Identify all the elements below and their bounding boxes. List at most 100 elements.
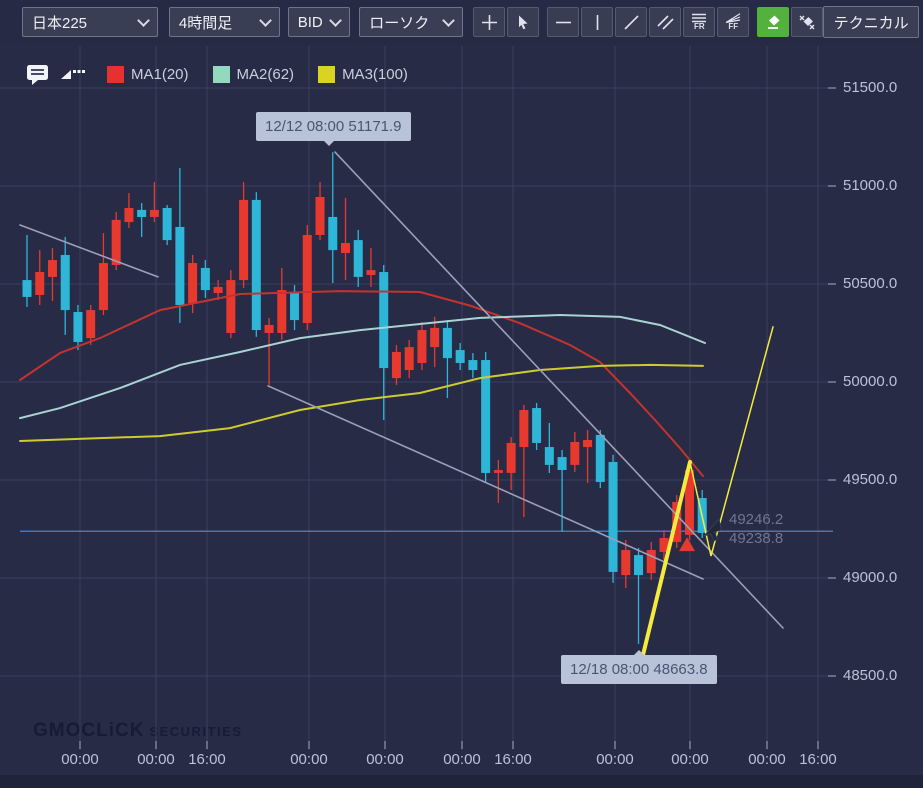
horizontal-line-tool-button[interactable]: [547, 7, 580, 37]
candle-down: [634, 555, 644, 576]
chart-style-select[interactable]: ローソク: [359, 7, 464, 37]
erase-all-tool-button[interactable]: [791, 7, 824, 37]
time-axis-label: 16:00: [494, 751, 532, 768]
time-axis-label: 16:00: [188, 751, 226, 768]
legend-swatch-icon: [318, 65, 336, 83]
timeframe-select[interactable]: 4時間足: [168, 7, 280, 37]
candle-up: [213, 286, 223, 294]
symbol-select[interactable]: 日本225: [22, 7, 158, 37]
drawn-line-2: [689, 326, 774, 557]
legend-item: MA2(62): [212, 65, 295, 83]
low-point-tooltip[interactable]: 12/18 08:00 48663.8: [561, 650, 717, 684]
cursor-icon: [519, 15, 528, 30]
high-point-tooltip[interactable]: 12/12 08:00 51171.9: [256, 112, 411, 146]
legend-label: MA3(100): [342, 65, 408, 83]
gridlines: [0, 46, 836, 750]
bid-price-marker: 49238.8: [729, 530, 784, 547]
legend-item: MA1(20): [107, 65, 189, 83]
time-axis-label: 00:00: [137, 751, 175, 768]
candle-up: [149, 209, 159, 217]
ma-line-3: [19, 363, 704, 442]
ma-line-1: [19, 290, 704, 478]
candle-down: [544, 447, 554, 465]
legend-swatch-icon: [212, 65, 230, 83]
time-axis-label: 00:00: [290, 751, 328, 768]
ma-line-2: [19, 313, 706, 420]
parallel-lines-icon: [657, 14, 674, 30]
candle-up: [264, 324, 274, 333]
time-axis-label: 00:00: [748, 751, 786, 768]
ask-price-marker: 49246.2: [729, 511, 784, 528]
candle-up: [493, 470, 503, 473]
crosshair-tool-button[interactable]: [473, 7, 506, 37]
fibonacci-retracement-tool-button[interactable]: FR: [683, 7, 716, 37]
parallel-lines-tool-button[interactable]: [649, 7, 682, 37]
candle-down: [532, 408, 542, 443]
technical-button-label: テクニカル: [833, 14, 909, 32]
candle-up: [111, 219, 121, 265]
price-axis-label: 48500.0: [843, 667, 898, 684]
timeframe-select-value: 4時間足: [178, 14, 233, 32]
candle-up: [315, 196, 325, 235]
fibonacci-fan-tool-button[interactable]: FF: [717, 7, 750, 37]
candle-down: [175, 226, 185, 305]
price-type-select[interactable]: BID: [287, 7, 351, 37]
candle-up: [646, 549, 656, 574]
bottom-strip: [0, 775, 923, 788]
comment-bubble-icon[interactable]: [26, 63, 50, 86]
candle-down: [442, 327, 452, 359]
time-axis-label: 00:00: [366, 751, 404, 768]
price-axis-label: 49500.0: [843, 471, 898, 488]
candlestick-series: [22, 152, 707, 644]
candle-up: [570, 441, 580, 465]
price-axis-label: 49000.0: [843, 569, 898, 586]
candle-up: [302, 235, 312, 324]
broker-logo-brand: GMOCLiCK: [33, 720, 145, 741]
crosshair-icon: [481, 14, 497, 30]
technical-button[interactable]: テクニカル: [823, 6, 919, 38]
candle-up: [226, 280, 236, 333]
ma-legend: MA1(20) MA2(62) MA3(100): [107, 65, 432, 83]
trend-line-3: [267, 385, 704, 580]
time-axis-label: 00:00: [596, 751, 634, 768]
candle-up: [239, 199, 249, 281]
candle-up: [188, 263, 198, 304]
candle-up: [659, 538, 669, 552]
fibonacci-retracement-icon: [692, 13, 707, 23]
broker-logo-suffix: SECURITIES: [149, 724, 243, 739]
price-axis-label: 50000.0: [843, 373, 898, 390]
toolbar: 日本225 4時間足 BID ローソク: [0, 0, 923, 44]
legend-item: MA3(100): [318, 65, 408, 83]
eraser-all-icon: [799, 15, 815, 30]
candle-up: [430, 327, 440, 348]
symbol-select-value: 日本225: [32, 14, 88, 32]
time-axis-label: 00:00: [61, 751, 99, 768]
eraser-icon: [768, 15, 780, 29]
time-axis-label: 16:00: [799, 751, 837, 768]
erase-one-tool-button[interactable]: [757, 7, 790, 37]
trend-line-tool-button[interactable]: [615, 7, 648, 37]
price-axis-label: 51500.0: [843, 79, 898, 96]
legend-swatch-icon: [107, 65, 124, 83]
candle-down: [60, 254, 70, 311]
candle-up: [98, 263, 108, 311]
pointer-arrow-marker: [702, 518, 722, 542]
candle-up: [86, 310, 96, 339]
candle-down: [608, 461, 618, 572]
candle-up: [35, 272, 45, 295]
candle-up: [519, 410, 529, 448]
price-axis-label: 51000.0: [843, 177, 898, 194]
cursor-tool-button[interactable]: [507, 7, 540, 37]
chevron-down-icon: [442, 13, 456, 27]
candle-up: [124, 207, 134, 223]
time-axis-label: 00:00: [443, 751, 481, 768]
candle-up: [47, 260, 57, 277]
vertical-line-tool-button[interactable]: [581, 7, 614, 37]
marker-toggle-icon[interactable]: [59, 66, 86, 82]
candle-down: [455, 350, 465, 363]
chevron-down-icon: [258, 13, 272, 27]
price-axis-label: 50500.0: [843, 275, 898, 292]
trend-line-2: [334, 151, 784, 629]
legend-label: MA2(62): [236, 65, 295, 83]
